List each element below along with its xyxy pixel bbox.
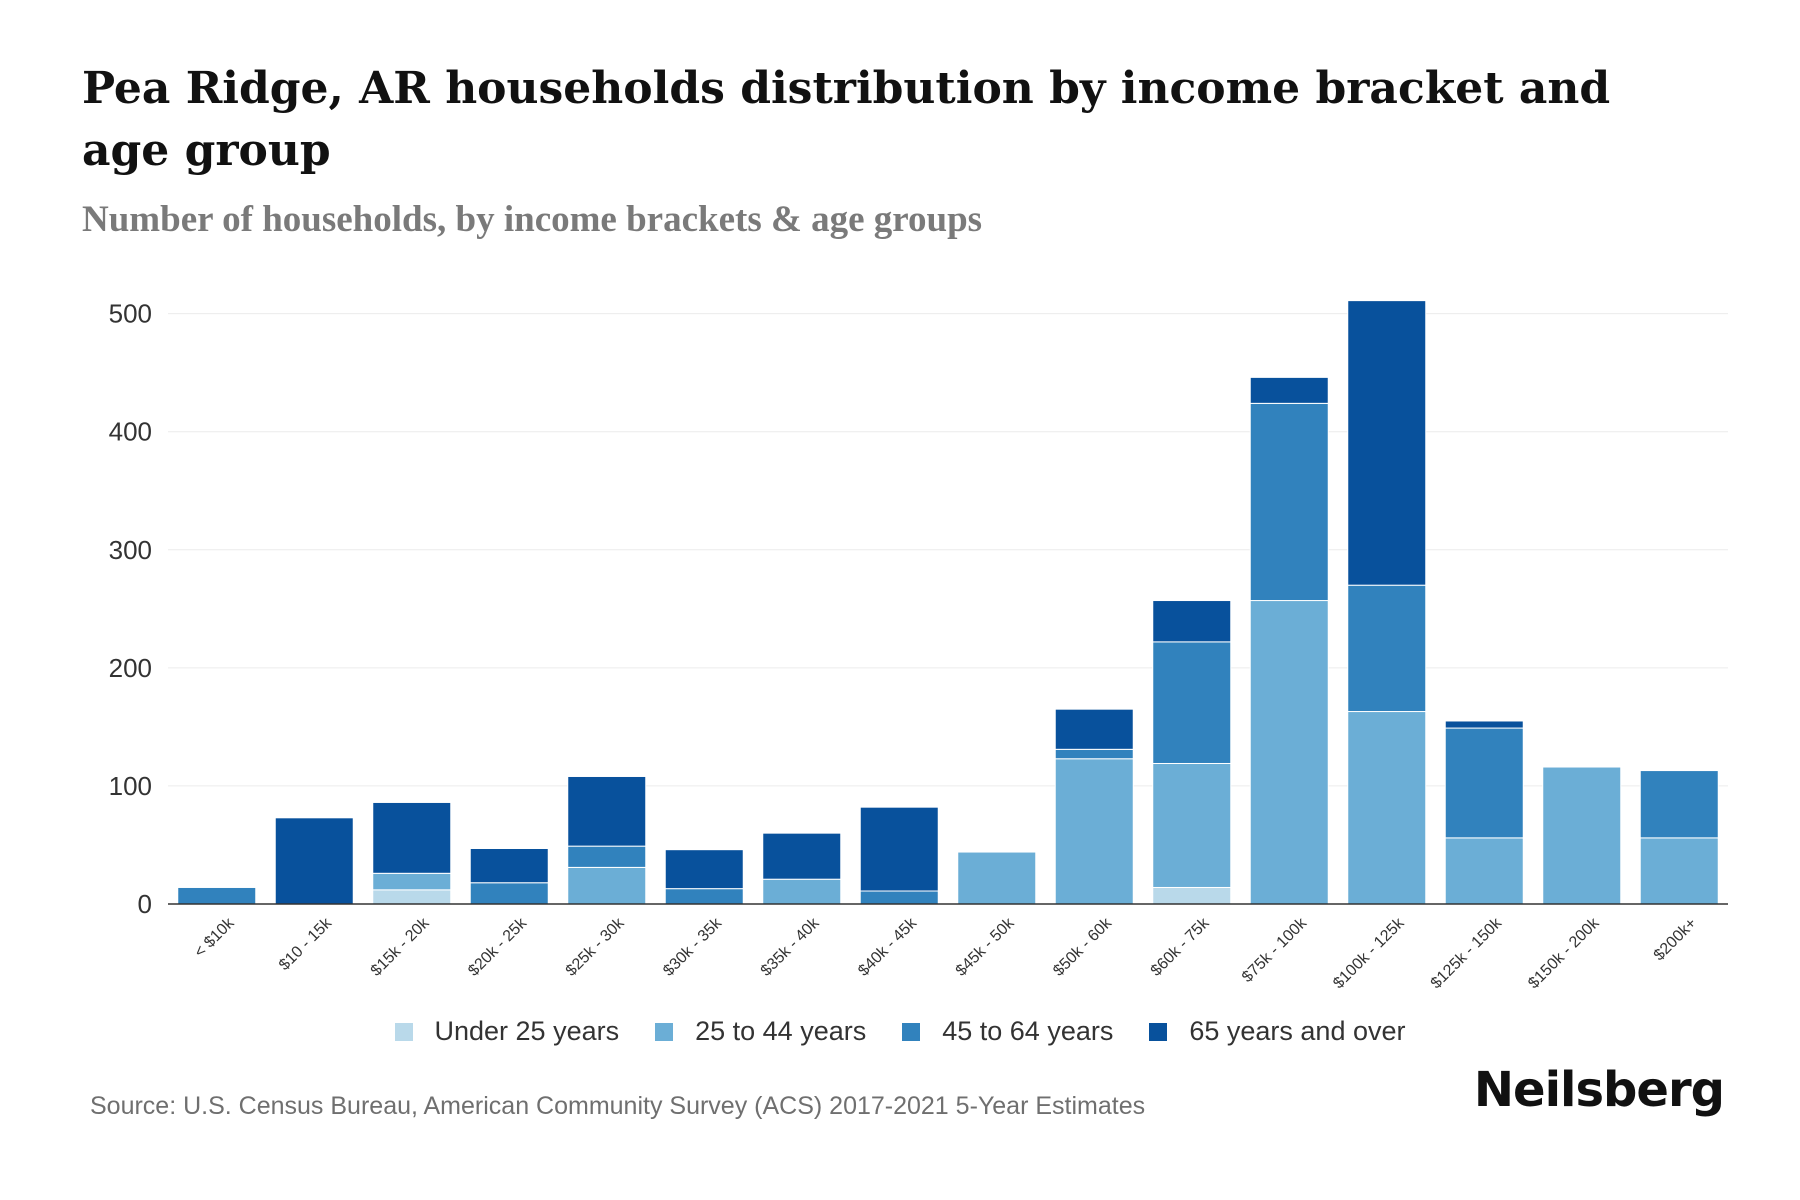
x-tick-label: $20k - 25k [465, 914, 531, 980]
bar-segment [1639, 837, 1719, 905]
x-axis-ticks: < $10k $10 - 15k $15k - 20k $20k - 25k $25k … [191, 914, 1700, 992]
bar-segment [859, 806, 939, 892]
x-tick-label: $40k - 45k [855, 914, 921, 980]
legend-swatch [655, 1022, 674, 1041]
bar-segment [1347, 300, 1427, 586]
legend-label: 45 to 64 years [942, 1016, 1114, 1046]
bar-segment [372, 872, 452, 891]
y-tick-label: 200 [109, 653, 152, 683]
bar-segment [1249, 600, 1329, 905]
x-tick-label: $50k - 60k [1050, 914, 1116, 980]
bar-segment [762, 832, 842, 880]
bar-segment [1347, 711, 1427, 905]
y-axis-ticks: 0 100 200 300 400 500 [109, 299, 152, 919]
grid-lines [168, 313, 1728, 787]
legend-item: Under 25 years [394, 1016, 620, 1047]
legend-swatch [394, 1022, 413, 1041]
chart-title: Pea Ridge, AR households distribution by… [82, 63, 1611, 176]
x-tick-label: $100k - 125k [1330, 914, 1408, 992]
stacked-bar-chart: 0 100 200 300 400 500 < $10k $10 - 15k $15k - 2… [109, 299, 1728, 992]
source-note: Source: U.S. Census Bureau, American Com… [90, 1092, 1146, 1120]
bar-segment [1542, 766, 1622, 905]
x-tick-label: $10 - 15k [276, 914, 336, 974]
bar-segment [1152, 762, 1232, 888]
bar-segment [567, 845, 647, 868]
x-tick-label: $75k - 100k [1239, 914, 1311, 986]
x-tick-label: $15k - 20k [368, 914, 434, 980]
bar-segment [1444, 727, 1524, 839]
bar-segment [957, 851, 1037, 905]
legend-label: Under 25 years [434, 1016, 620, 1046]
y-tick-label: 100 [109, 771, 152, 801]
bar-segment [1444, 720, 1524, 729]
bar-segment [274, 817, 354, 905]
bar-segment [664, 849, 744, 890]
legend-item: 25 to 44 years [655, 1016, 866, 1047]
bar-segment [859, 890, 939, 905]
legend-item: 65 years and over [1149, 1016, 1406, 1047]
bar-segment [1152, 886, 1232, 905]
x-tick-label: $45k - 50k [953, 914, 1019, 980]
legend-label: 25 to 44 years [695, 1016, 867, 1046]
bar-segment [567, 775, 647, 847]
bar-segment [1249, 376, 1329, 404]
bar-segment [372, 889, 452, 905]
bar-segment [1249, 402, 1329, 602]
y-tick-label: 0 [138, 889, 152, 919]
legend-label: 65 years and over [1189, 1016, 1406, 1046]
y-tick-label: 500 [109, 299, 152, 329]
bar-segment [567, 866, 647, 905]
bar-segment [177, 886, 257, 905]
x-tick-label: $125k - 150k [1428, 914, 1506, 992]
bar-segment [372, 801, 452, 874]
chart-legend: Under 25 years 25 to 44 years 45 to 64 yea… [0, 1016, 1800, 1047]
bar-segment [762, 878, 842, 905]
bar-segment [1639, 770, 1719, 839]
brand-logo: Neilsberg [1473, 1062, 1725, 1118]
x-tick-label: < $10k [191, 914, 238, 961]
x-tick-label: $60k - 75k [1148, 914, 1214, 980]
bars [177, 300, 1719, 905]
x-tick-label: $25k - 30k [563, 914, 629, 980]
bar-segment [1054, 708, 1134, 750]
bar-segment [1152, 600, 1232, 643]
x-tick-label: $30k - 35k [660, 914, 726, 980]
legend-item: 45 to 64 years [902, 1016, 1113, 1047]
legend-swatch [1149, 1022, 1168, 1041]
bar-segment [469, 882, 549, 905]
x-tick-label: $150k - 200k [1525, 914, 1603, 992]
y-tick-label: 400 [109, 417, 152, 447]
bar-segment [1347, 584, 1427, 713]
bar-segment [1054, 758, 1134, 905]
x-tick-label: $35k - 40k [758, 914, 824, 980]
bar-segment [469, 848, 549, 884]
bar-segment [1054, 748, 1134, 760]
bar-segment [1152, 641, 1232, 764]
bar-segment [664, 888, 744, 905]
bar-segment [1444, 837, 1524, 905]
x-tick-label: $200k+ [1651, 915, 1700, 964]
chart-subtitle: Number of households, by income brackets… [82, 199, 983, 240]
y-tick-label: 300 [109, 535, 152, 565]
legend-swatch [902, 1022, 921, 1041]
